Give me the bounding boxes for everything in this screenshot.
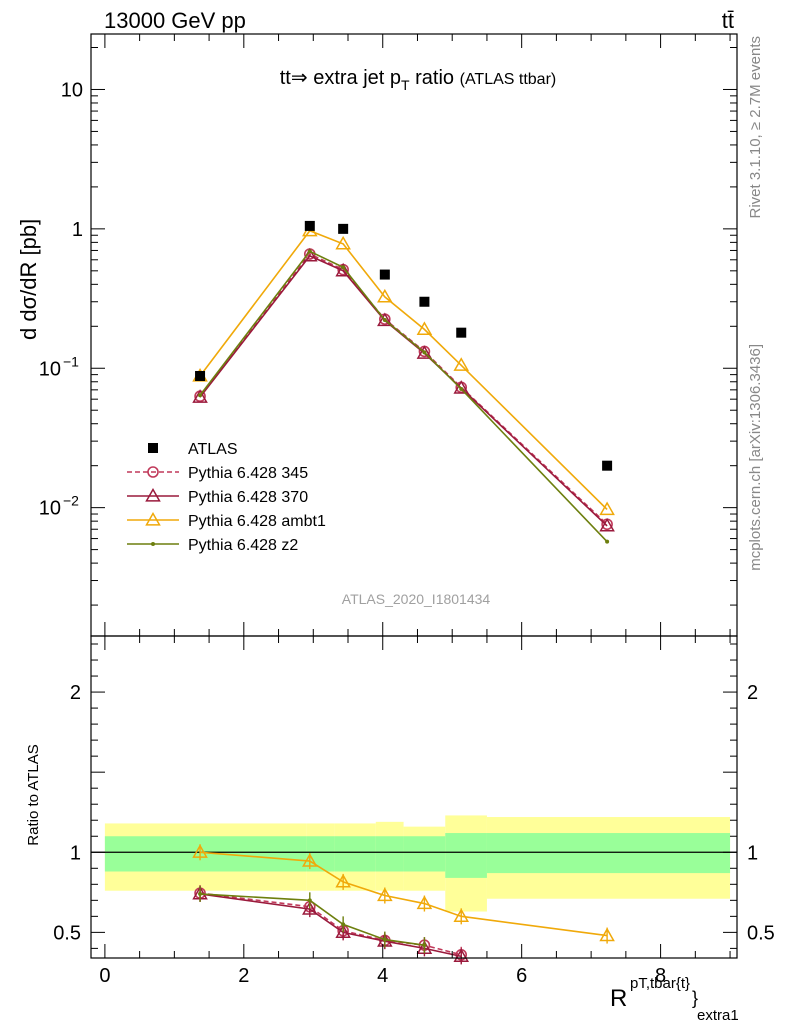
main-series-1-point-4 bbox=[416, 345, 433, 359]
main-series-3-point-2 bbox=[341, 265, 346, 270]
main-y-tick-exponent: −2 bbox=[63, 493, 79, 509]
svg-text:R: R bbox=[610, 985, 627, 1012]
legend: ATLAS Pythia 6.428 345 Pythia 6.428 370 Pyt… bbox=[127, 441, 326, 554]
ratio-series-1-point-1 bbox=[302, 901, 318, 915]
ratio-y-tick-label-right: 2 bbox=[747, 682, 758, 704]
x-tick-label: 0 bbox=[99, 965, 110, 987]
main-series-3-point-4 bbox=[422, 350, 427, 355]
svg-text:extra1: extra1 bbox=[697, 1007, 739, 1024]
header-right: tt̄ bbox=[722, 8, 734, 33]
legend-label-4: Pythia 6.428 z2 bbox=[188, 537, 298, 554]
main-series-1-point-2 bbox=[335, 262, 351, 277]
ratio-series-3-point-2 bbox=[341, 922, 346, 927]
main-y-axis-label: d dσ/dR [pb] bbox=[16, 219, 41, 340]
main-series-2-point-4 bbox=[416, 321, 433, 336]
main-series-1-point-6 bbox=[599, 517, 615, 532]
main-y-tick-exponent: −1 bbox=[63, 353, 79, 369]
main-panel-series bbox=[192, 220, 615, 544]
ratio-series-1-point-2 bbox=[335, 924, 351, 938]
x-tick-label: 8 bbox=[655, 965, 666, 987]
ratio-y-axis-label: Ratio to ATLAS bbox=[25, 744, 42, 845]
header-left: 13000 GeV pp bbox=[104, 8, 246, 33]
ratio-series-3-point-4 bbox=[422, 943, 427, 948]
ratio-panel-frame bbox=[90, 635, 738, 959]
ratio-y-tick-label: 0.5 bbox=[53, 922, 81, 944]
atlas-data-point-2 bbox=[338, 223, 349, 234]
ratio-series-2-point-4 bbox=[416, 895, 433, 910]
legend-label-3: Pythia 6.428 ambt1 bbox=[188, 513, 326, 530]
ratio-series-line-0 bbox=[199, 892, 462, 956]
main-y-tick-label: 10 bbox=[39, 358, 61, 380]
main-series-2-point-5 bbox=[453, 357, 470, 371]
main-series-2-point-3 bbox=[377, 288, 393, 303]
legend-label-1: Pythia 6.428 345 bbox=[188, 465, 308, 482]
ratio-series-1-point-4 bbox=[416, 940, 433, 955]
ratio-series-1-point-5 bbox=[453, 948, 470, 963]
atlas-data-point-3 bbox=[379, 269, 390, 280]
main-series-3-point-6 bbox=[605, 539, 610, 544]
main-series-1-point-3 bbox=[377, 312, 393, 327]
svg-text:d dσ/dR [pb]: d dσ/dR [pb] bbox=[16, 219, 41, 340]
ratio-series-line-1 bbox=[199, 893, 462, 958]
ratio-panel-series bbox=[192, 844, 615, 965]
x-tick-label: 2 bbox=[238, 965, 249, 987]
main-y-tick-label: 10 bbox=[61, 79, 83, 101]
main-series-3-point-0 bbox=[198, 393, 203, 398]
ratio-y-tick-label-right: 0.5 bbox=[747, 922, 775, 944]
ratio-y-tick-label-right: 1 bbox=[747, 842, 758, 864]
ratio-inner-band-6 bbox=[486, 833, 731, 874]
main-series-1-point-0 bbox=[192, 389, 208, 403]
main-series-3-point-5 bbox=[459, 386, 464, 391]
ratio-panel-axes: 0.5 0.5 1 1 2 2 0 2 4 6 8 bbox=[53, 635, 775, 987]
x-tick-label: 6 bbox=[516, 965, 527, 987]
ratio-inner-band-4 bbox=[403, 836, 446, 872]
ratio-panel-bands bbox=[91, 815, 737, 912]
ratio-series-line-3 bbox=[200, 893, 425, 946]
ratio-y-tick-label: 1 bbox=[70, 842, 81, 864]
analysis-id: ATLAS_2020_I1801434 bbox=[342, 591, 491, 607]
ratio-series-3-point-1 bbox=[307, 898, 312, 903]
legend-label-0: ATLAS bbox=[188, 441, 238, 458]
main-series-3-point-1 bbox=[307, 249, 312, 254]
svg-text:pT,tbar{t}: pT,tbar{t} bbox=[630, 975, 690, 992]
atlas-data-point-6 bbox=[602, 460, 613, 471]
x-axis-label: R pT,tbar{t} extra1 } bbox=[610, 975, 739, 1024]
atlas-data-point-4 bbox=[419, 296, 430, 307]
ratio-series-2-point-1 bbox=[302, 853, 318, 867]
main-series-2-point-6 bbox=[599, 501, 615, 516]
ratio-inner-band-0 bbox=[104, 836, 307, 872]
main-title: tt⇒ extra jet pT ratio (ATLAS ttbar) bbox=[280, 67, 556, 93]
ratio-series-2-point-2 bbox=[335, 873, 351, 888]
ratio-inner-band-3 bbox=[375, 836, 404, 872]
legend-marker-1 bbox=[147, 466, 159, 478]
atlas-data-point-5 bbox=[456, 327, 467, 338]
main-series-1-point-5 bbox=[453, 380, 470, 394]
svg-text:}: } bbox=[692, 988, 698, 1008]
ratio-series-3-point-0 bbox=[198, 891, 203, 896]
legend-label-2: Pythia 6.428 370 bbox=[188, 489, 308, 506]
ratio-y-tick-label: 2 bbox=[70, 682, 81, 704]
ratio-inner-band-2 bbox=[334, 836, 376, 872]
main-series-3-point-3 bbox=[382, 317, 387, 322]
main-y-tick-label: 1 bbox=[72, 219, 83, 241]
ratio-series-2-point-3 bbox=[377, 887, 393, 902]
ratio-series-2-point-5 bbox=[453, 908, 470, 922]
legend-marker-4 bbox=[151, 542, 155, 546]
atlas-data-point-1 bbox=[304, 220, 315, 231]
ratio-inner-band-5 bbox=[445, 833, 487, 878]
ratio-series-2-point-0 bbox=[192, 844, 208, 858]
main-series-2-point-2 bbox=[335, 235, 351, 250]
mcplots-label: mcplots.cern.ch [arXiv:1306.3436] bbox=[747, 344, 764, 571]
legend-marker-3 bbox=[145, 511, 161, 526]
atlas-data-point-0 bbox=[195, 370, 206, 381]
ratio-series-3-point-3 bbox=[382, 937, 387, 942]
legend-marker-2 bbox=[145, 487, 161, 502]
rivet-label: Rivet 3.1.10, ≥ 2.7M events bbox=[747, 36, 764, 219]
x-tick-label: 4 bbox=[377, 965, 388, 987]
ratio-series-2-point-6 bbox=[599, 927, 615, 942]
legend-marker-0 bbox=[148, 443, 158, 453]
main-y-tick-label: 10 bbox=[39, 498, 61, 520]
